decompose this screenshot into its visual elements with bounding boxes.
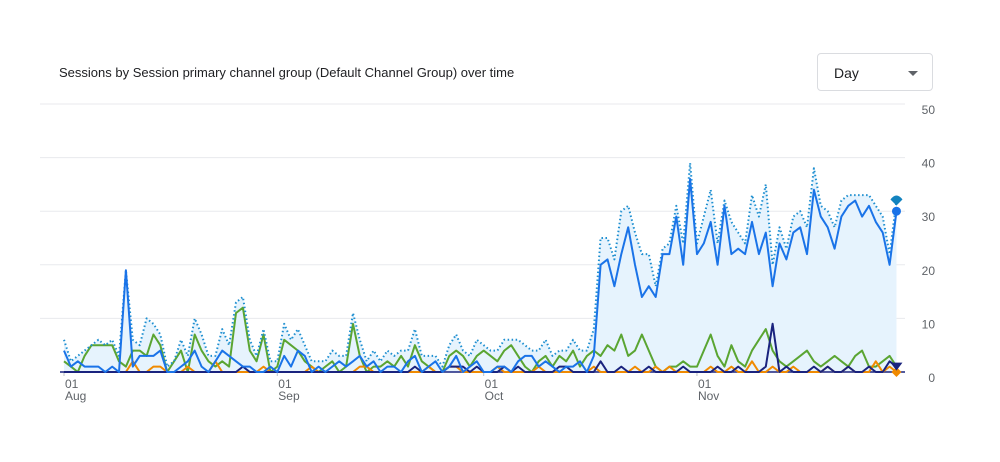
series-area-fill [64,162,897,372]
series-end-marker [890,362,903,371]
x-tick-day: 01 [698,377,712,391]
x-tick-month: Nov [698,389,719,403]
x-tick-day: 01 [485,377,499,391]
x-tick-month: Sep [278,389,300,403]
x-tick-month: Aug [65,389,86,403]
series-line-0 [63,162,898,368]
series-end-marker [891,367,902,377]
x-tick-day: 01 [65,377,79,391]
series-line-4 [64,322,898,373]
y-tick-label: 50 [922,103,936,117]
y-tick-label: 40 [922,157,936,171]
x-tick-day: 01 [278,377,292,391]
series-line-2 [63,306,898,373]
series-end-marker [890,195,903,206]
granularity-selected: Day [834,65,859,81]
series-line-1 [63,178,898,373]
granularity-dropdown[interactable]: Day [817,53,933,91]
chevron-down-icon [908,71,918,76]
y-tick-label: 20 [922,264,936,278]
y-tick-label: 0 [928,371,935,385]
chart-title: Sessions by Session primary channel grou… [59,65,515,80]
y-tick-label: 10 [922,317,936,331]
y-tick-label: 30 [922,210,936,224]
x-tick-month: Oct [485,389,504,403]
series-end-marker [891,206,901,216]
